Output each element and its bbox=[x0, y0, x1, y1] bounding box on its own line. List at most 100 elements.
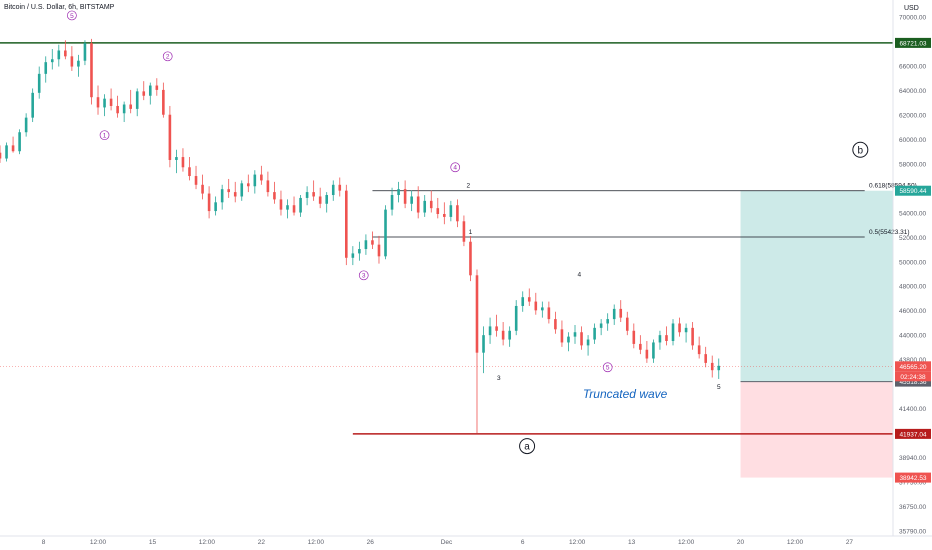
candle[interactable] bbox=[358, 249, 361, 254]
candle[interactable] bbox=[155, 85, 159, 90]
candle[interactable] bbox=[148, 85, 152, 96]
candle[interactable] bbox=[658, 335, 662, 343]
candle[interactable] bbox=[704, 354, 707, 363]
candle[interactable] bbox=[639, 343, 642, 350]
candle[interactable] bbox=[90, 43, 93, 98]
candle[interactable] bbox=[279, 199, 283, 210]
candle[interactable] bbox=[501, 330, 505, 340]
candle[interactable] bbox=[514, 305, 518, 331]
candle[interactable] bbox=[625, 317, 629, 331]
candle[interactable] bbox=[31, 92, 34, 118]
candle[interactable] bbox=[462, 221, 466, 242]
candle[interactable] bbox=[521, 297, 525, 306]
candle[interactable] bbox=[50, 59, 54, 63]
candle[interactable] bbox=[214, 202, 217, 212]
candle[interactable] bbox=[456, 205, 459, 222]
candle[interactable] bbox=[194, 176, 198, 185]
candle[interactable] bbox=[678, 323, 681, 333]
candle[interactable] bbox=[403, 189, 407, 204]
profit-zone[interactable] bbox=[740, 190, 893, 382]
candle[interactable] bbox=[168, 114, 172, 160]
candle[interactable] bbox=[11, 145, 15, 152]
candle[interactable] bbox=[64, 50, 67, 57]
candle[interactable] bbox=[175, 157, 178, 160]
candle[interactable] bbox=[593, 327, 596, 340]
candle[interactable] bbox=[96, 97, 100, 108]
candle[interactable] bbox=[286, 205, 289, 210]
candle[interactable] bbox=[227, 189, 230, 193]
candle[interactable] bbox=[586, 339, 590, 346]
candle[interactable] bbox=[560, 329, 564, 343]
candle[interactable] bbox=[495, 326, 498, 331]
candle[interactable] bbox=[482, 335, 485, 353]
candle[interactable] bbox=[469, 241, 472, 276]
candle[interactable] bbox=[24, 117, 28, 133]
candle[interactable] bbox=[534, 301, 538, 311]
candle[interactable] bbox=[691, 327, 694, 346]
candle[interactable] bbox=[129, 104, 132, 109]
candle[interactable] bbox=[181, 157, 185, 168]
candle[interactable] bbox=[384, 209, 387, 257]
candle[interactable] bbox=[18, 132, 21, 152]
candle[interactable] bbox=[188, 167, 191, 177]
candle[interactable] bbox=[697, 345, 701, 355]
candle[interactable] bbox=[201, 184, 204, 194]
candle[interactable] bbox=[436, 208, 440, 214]
candle[interactable] bbox=[83, 43, 87, 61]
candle[interactable] bbox=[606, 319, 609, 324]
candle[interactable] bbox=[710, 362, 714, 371]
candle[interactable] bbox=[351, 253, 355, 258]
candle[interactable] bbox=[338, 184, 342, 191]
candle[interactable] bbox=[547, 307, 551, 320]
candle[interactable] bbox=[57, 50, 61, 60]
candle[interactable] bbox=[541, 307, 544, 311]
candle[interactable] bbox=[416, 196, 420, 213]
candle[interactable] bbox=[246, 183, 250, 187]
candle[interactable] bbox=[70, 56, 74, 67]
candle[interactable] bbox=[253, 174, 257, 187]
candle[interactable] bbox=[318, 196, 322, 204]
candle[interactable] bbox=[619, 308, 623, 318]
candle[interactable] bbox=[109, 98, 113, 106]
candle[interactable] bbox=[103, 98, 106, 108]
candle[interactable] bbox=[142, 91, 146, 96]
candle[interactable] bbox=[273, 192, 276, 200]
candle[interactable] bbox=[207, 193, 211, 212]
candle[interactable] bbox=[44, 62, 48, 74]
candle[interactable] bbox=[220, 189, 224, 203]
candle[interactable] bbox=[377, 244, 381, 257]
candle[interactable] bbox=[684, 327, 688, 333]
candle[interactable] bbox=[645, 349, 649, 359]
candle[interactable] bbox=[37, 73, 41, 93]
candle[interactable] bbox=[299, 197, 302, 213]
candle[interactable] bbox=[508, 330, 511, 340]
candle[interactable] bbox=[652, 342, 655, 359]
candle[interactable] bbox=[475, 275, 479, 353]
candle[interactable] bbox=[390, 195, 394, 210]
candle[interactable] bbox=[305, 192, 309, 198]
candle[interactable] bbox=[527, 297, 531, 302]
candle[interactable] bbox=[488, 326, 492, 336]
candle[interactable] bbox=[233, 192, 237, 197]
candle[interactable] bbox=[665, 335, 668, 341]
candle[interactable] bbox=[410, 196, 413, 204]
candle[interactable] bbox=[371, 240, 374, 245]
candle[interactable] bbox=[423, 200, 427, 213]
candle[interactable] bbox=[599, 323, 603, 328]
candle[interactable] bbox=[345, 190, 348, 258]
candle[interactable] bbox=[5, 145, 8, 159]
candle[interactable] bbox=[632, 330, 636, 344]
candle[interactable] bbox=[266, 180, 270, 193]
candle[interactable] bbox=[671, 323, 675, 341]
candle[interactable] bbox=[449, 205, 453, 217]
candle[interactable] bbox=[0, 152, 2, 159]
candle[interactable] bbox=[573, 332, 577, 337]
candle[interactable] bbox=[122, 104, 126, 114]
candle[interactable] bbox=[331, 184, 335, 196]
candle[interactable] bbox=[612, 308, 616, 320]
candle[interactable] bbox=[554, 319, 557, 330]
candle[interactable] bbox=[567, 336, 570, 343]
candle[interactable] bbox=[260, 174, 263, 181]
candle[interactable] bbox=[77, 60, 80, 67]
